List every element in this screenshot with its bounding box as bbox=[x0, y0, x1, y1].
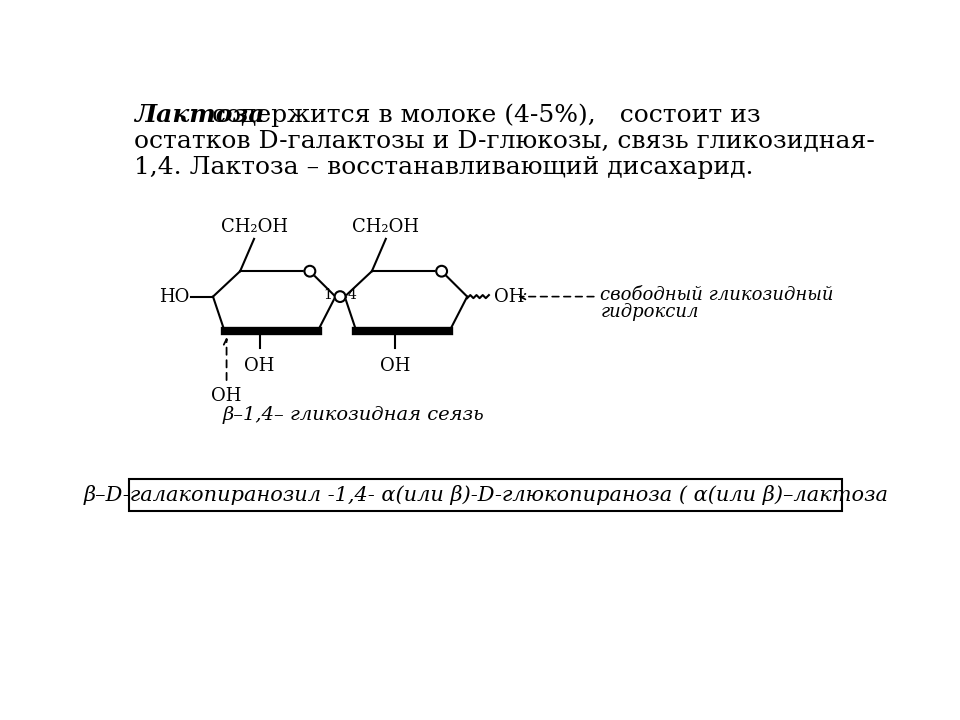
Text: 1,4. Лактоза – восстанавливающий дисахарид.: 1,4. Лактоза – восстанавливающий дисахар… bbox=[134, 156, 754, 179]
Text: β–D-галакопиранозил -1,4- α(или β)-D-глюкопираноза ( α(или β)–лактоза: β–D-галакопиранозил -1,4- α(или β)-D-глю… bbox=[84, 485, 888, 505]
Text: 1: 1 bbox=[324, 288, 332, 302]
Text: CH₂OH: CH₂OH bbox=[352, 217, 420, 235]
Text: свободный гликозидный: свободный гликозидный bbox=[601, 286, 834, 304]
Text: OH: OH bbox=[380, 357, 410, 375]
Text: HO: HO bbox=[158, 287, 189, 305]
Text: Лактоза: Лактоза bbox=[134, 104, 265, 127]
Circle shape bbox=[335, 291, 346, 302]
Text: OH: OH bbox=[244, 357, 275, 375]
Text: гидроксил: гидроксил bbox=[601, 303, 699, 321]
Text: β–1,4– гликозидная сеязь: β–1,4– гликозидная сеязь bbox=[223, 406, 485, 424]
Text: содержится в молоке (4-5%),   состоит из: содержится в молоке (4-5%), состоит из bbox=[204, 104, 760, 127]
FancyBboxPatch shape bbox=[130, 479, 842, 511]
Text: OH: OH bbox=[211, 387, 242, 405]
Text: OH: OH bbox=[493, 287, 524, 305]
Text: CH₂OH: CH₂OH bbox=[221, 217, 288, 235]
Circle shape bbox=[436, 266, 447, 276]
Circle shape bbox=[304, 266, 315, 276]
Text: остатков D-галактозы и D-глюкозы, связь гликозидная-: остатков D-галактозы и D-глюкозы, связь … bbox=[134, 130, 875, 153]
Text: 4: 4 bbox=[348, 288, 357, 302]
